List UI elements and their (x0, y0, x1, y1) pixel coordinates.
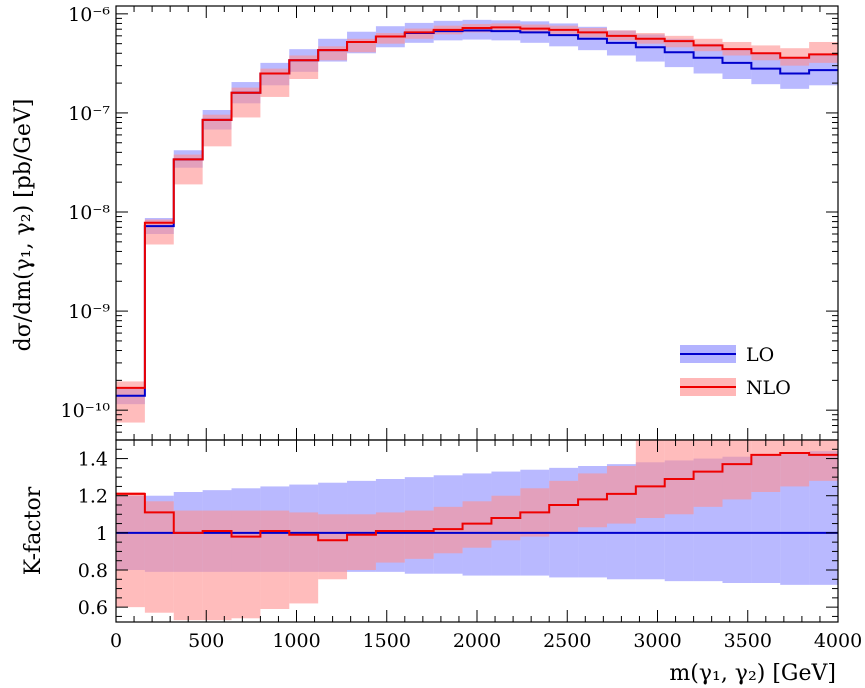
main-panel: 10⁻¹⁰ 10⁻⁹ 10⁻⁸ 10⁻⁷ 10⁻⁶ dσ/dm(γ₁, γ₂) [pb/… (11, 4, 839, 441)
main-nlo-band-bin (809, 41, 838, 63)
ratio-nlo-band-bin (693, 440, 723, 507)
ratio-nlo-band-bin (202, 510, 232, 621)
x-axis-label: m(γ₁, γ₂) [GeV] (669, 661, 836, 686)
ratio-nlo-line (116, 452, 838, 542)
ratio-nlo-band-bin (144, 501, 174, 613)
main-y-tick-label: 10⁻⁸ (68, 202, 110, 224)
ratio-x-tick-label: 1500 (363, 630, 411, 652)
legend-lo-label: LO (746, 344, 774, 366)
ratio-x-tick-label: 3500 (724, 630, 772, 652)
main-y-tick-label: 10⁻¹⁰ (61, 400, 111, 422)
main-nlo-band-bin (318, 46, 348, 61)
ratio-x-tick-label: 2500 (543, 630, 591, 652)
ratio-y-tick-label: 0.8 (78, 560, 108, 582)
main-nlo-band-bin (289, 55, 319, 79)
ratio-nlo-band-bin (404, 510, 434, 559)
main-nlo-band-bin (375, 33, 405, 44)
ratio-nlo-band-bin (751, 440, 781, 492)
main-y-tick-label: 10⁻⁹ (68, 301, 110, 323)
ratio-nlo-band-bin (809, 440, 838, 481)
ratio-panel: 0.6 0.8 1 1.2 1.4 0 500 1000 1500 2000 2500 3000 35… (21, 439, 862, 686)
main-y-tick-label: 10⁻⁷ (68, 103, 110, 125)
main-y-axis-label: dσ/dm(γ₁, γ₂) [pb/GeV] (11, 99, 36, 352)
ratio-lines (116, 452, 838, 542)
ratio-x-ticks: 0 500 1000 1500 2000 2500 3000 3500 4000 (110, 440, 862, 652)
main-y-ticks: 10⁻¹⁰ 10⁻⁹ 10⁻⁸ 10⁻⁷ 10⁻⁶ (61, 4, 838, 433)
ratio-nlo-band-bin (173, 510, 203, 621)
ratio-nlo-band-bin (375, 512, 405, 563)
ratio-nlo-band-bin (549, 480, 579, 533)
ratio-y-axis-label: K-factor (21, 486, 46, 575)
ratio-nlo-band-bin (664, 440, 694, 515)
ratio-x-tick-label: 0 (110, 630, 122, 652)
ratio-nlo-band-bin (722, 440, 752, 500)
ratio-bands (116, 440, 838, 621)
ratio-y-tick-label: 1 (96, 523, 108, 545)
main-nlo-line (116, 26, 838, 389)
ratio-nlo-band-bin (635, 440, 665, 518)
main-nlo-band-bin (347, 38, 376, 53)
ratio-x-tick-label: 500 (188, 630, 224, 652)
main-lines (116, 26, 838, 397)
ratio-y-tick-label: 1.4 (78, 449, 108, 471)
main-y-tick-label: 10⁻⁶ (68, 4, 110, 26)
ratio-x-tick-label: 4000 (814, 630, 862, 652)
ratio-x-tick-label: 2000 (453, 630, 501, 652)
ratio-y-tick-label: 1.2 (78, 486, 108, 508)
main-x-ticks (115, 6, 839, 440)
ratio-nlo-band-bin (231, 510, 261, 619)
ratio-nlo-band-bin (318, 514, 348, 580)
ratio-nlo-band-bin (347, 514, 376, 570)
ratio-y-ticks: 0.6 0.8 1 1.2 1.4 (78, 449, 838, 619)
ratio-nlo-band-bin (260, 510, 290, 609)
ratio-x-tick-label: 3000 (633, 630, 681, 652)
ratio-x-tick-label: 1000 (272, 630, 320, 652)
legend-nlo-label: NLO (746, 377, 791, 399)
main-lo-line (116, 29, 838, 397)
ratio-nlo-band-bin (780, 440, 810, 487)
ratio-y-tick-label: 0.6 (78, 597, 108, 619)
legend: LO NLO (680, 344, 791, 399)
ratio-nlo-band-bin (116, 492, 145, 608)
ratio-nlo-band-bin (289, 512, 319, 604)
